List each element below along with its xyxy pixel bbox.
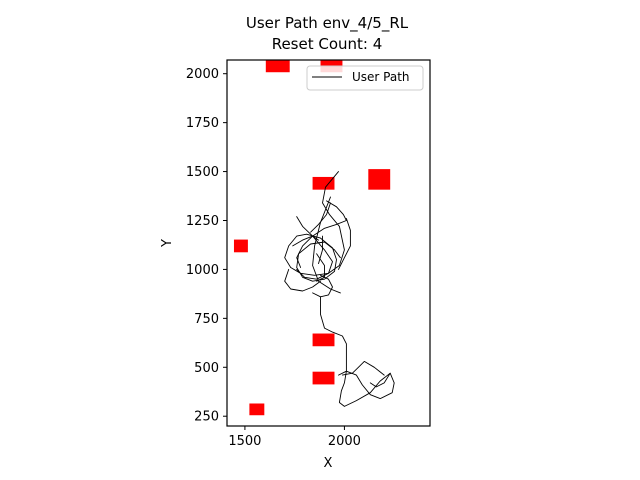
- y-tick-label-3: 1000: [186, 263, 219, 278]
- chart-title: User Path env_4/5_RL: [246, 14, 409, 33]
- legend: User Path: [306, 65, 424, 91]
- user-path-segment-8: [338, 218, 351, 270]
- user-path-segment-2: [296, 200, 347, 268]
- user-path-segment-12: [369, 372, 391, 388]
- y-tick-label-5: 1500: [186, 165, 219, 180]
- path-layer: [284, 171, 395, 407]
- obstacle-4: [233, 239, 248, 253]
- plot-frame: [226, 59, 431, 427]
- user-path-segment-11: [320, 296, 395, 407]
- y-axis-label: Y: [160, 239, 175, 248]
- obstacle-3: [368, 169, 391, 190]
- obstacle-7: [249, 403, 265, 416]
- legend-label: User Path: [352, 70, 410, 84]
- obstacle-0: [265, 60, 290, 73]
- user-path-segment-7: [318, 235, 323, 265]
- y-tick-label-6: 1750: [186, 116, 219, 131]
- x-tick-label-0: 1500: [228, 434, 261, 449]
- y-tick-label-2: 750: [194, 312, 219, 327]
- user-path-segment-6: [316, 253, 325, 282]
- obstacle-6: [312, 371, 335, 385]
- x-axis-label: X: [324, 456, 333, 471]
- obstacle-5: [312, 333, 335, 347]
- y-tick-label-1: 500: [194, 361, 219, 376]
- user-path-segment-10: [292, 235, 319, 247]
- legend-box: [306, 65, 424, 91]
- chart-subtitle: Reset Count: 4: [272, 35, 383, 53]
- user-path-segment-3: [296, 216, 333, 280]
- user-path-segment-5: [312, 274, 333, 298]
- user-path-segment-13: [341, 360, 385, 376]
- y-tick-label-7: 2000: [186, 67, 219, 82]
- obstacle-layer: [233, 60, 391, 416]
- obstacle-2: [312, 176, 335, 190]
- user-path-segment-9: [310, 202, 331, 233]
- tick-layer: 1500 2000 250 500 750 1000 1250 1500 1750 2000: [186, 67, 361, 449]
- x-tick-label-1: 2000: [328, 434, 361, 449]
- y-tick-label-0: 250: [194, 410, 219, 425]
- user-path-segment-4: [284, 268, 321, 292]
- y-tick-label-4: 1250: [186, 214, 219, 229]
